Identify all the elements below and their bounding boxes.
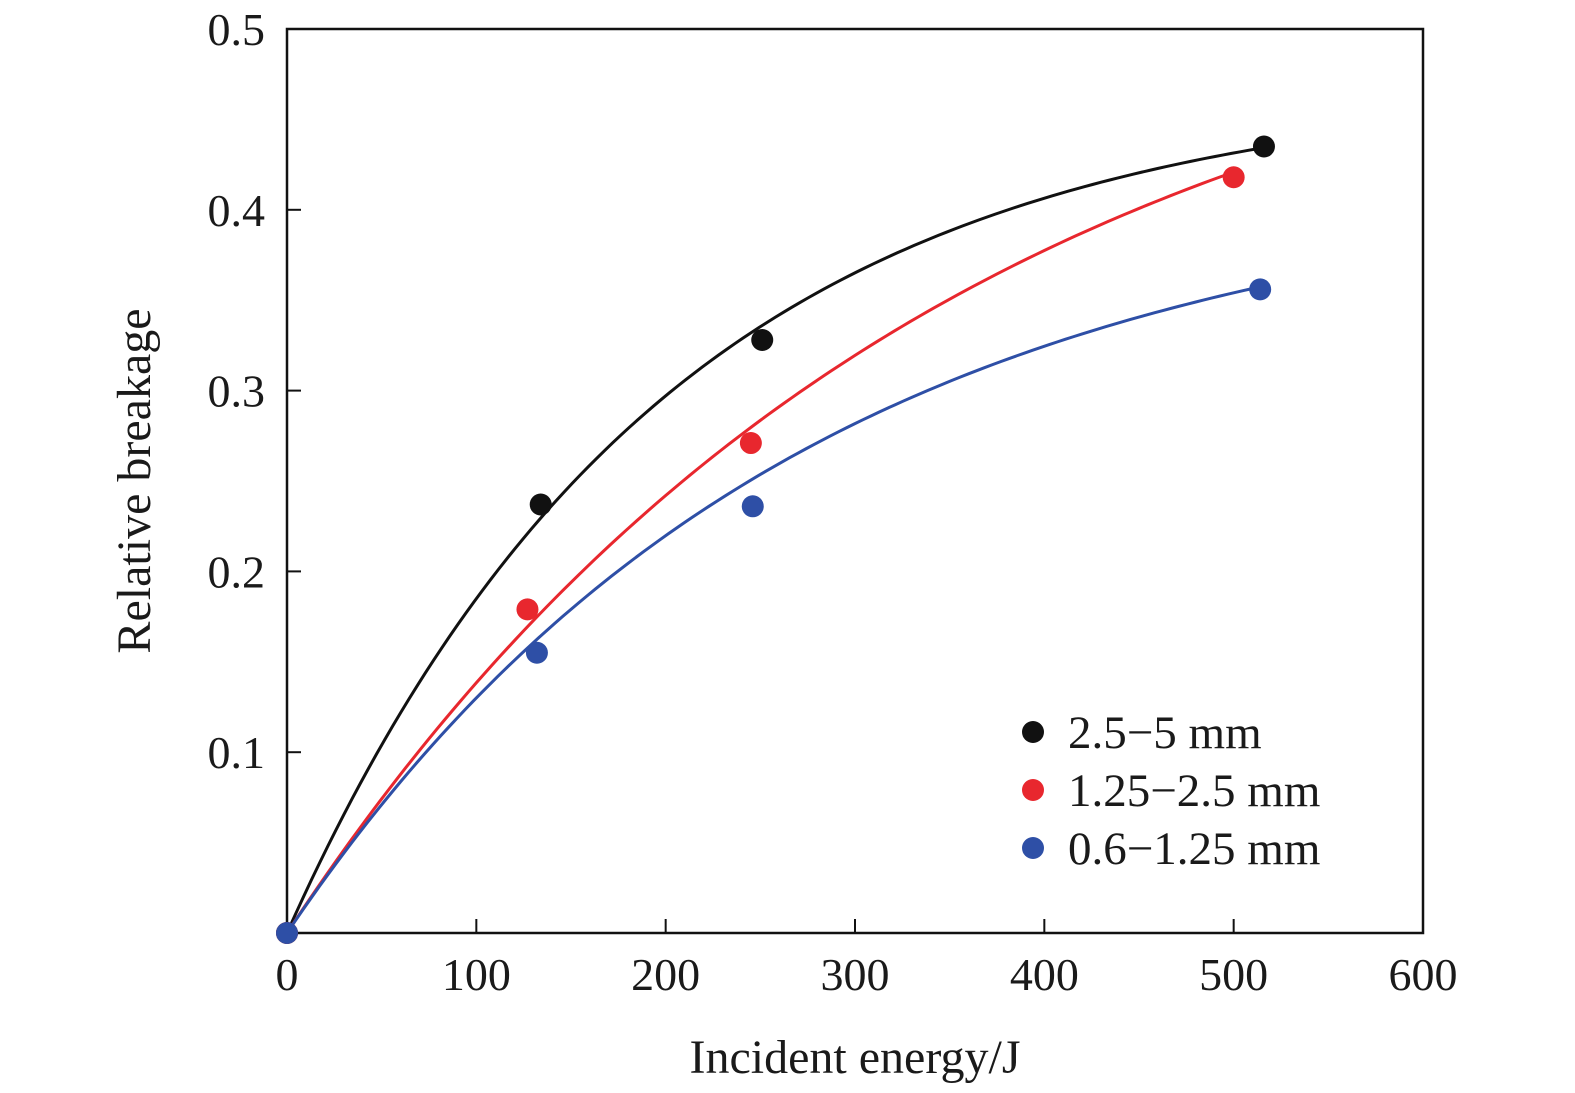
data-point bbox=[525, 641, 548, 664]
legend-marker bbox=[1022, 779, 1044, 801]
y-axis-title: Relative breakage bbox=[108, 308, 161, 653]
legend: 2.5−5 mm 1.25−2.5 mm 0.6−1.25 mm bbox=[1022, 707, 1320, 875]
data-point bbox=[1252, 135, 1275, 158]
legend-label: 1.25−2.5 mm bbox=[1068, 765, 1320, 817]
legend-marker bbox=[1022, 837, 1044, 859]
x-tick-label: 300 bbox=[821, 949, 890, 1000]
fit-curve bbox=[285, 170, 1235, 934]
fit-curve bbox=[285, 146, 1265, 934]
x-tick-label: 400 bbox=[1010, 949, 1079, 1000]
legend-marker bbox=[1022, 721, 1044, 743]
data-point bbox=[516, 598, 539, 621]
fit-curve bbox=[285, 285, 1261, 934]
data-point bbox=[1222, 166, 1245, 189]
data-point bbox=[1249, 278, 1272, 301]
fit-curves-group bbox=[285, 146, 1265, 934]
x-tick-label: 600 bbox=[1389, 949, 1458, 1000]
y-tick-label: 0.2 bbox=[208, 546, 266, 597]
x-tick-label: 500 bbox=[1199, 949, 1268, 1000]
y-tick-label: 0.5 bbox=[208, 4, 266, 55]
data-point bbox=[276, 922, 298, 944]
y-tick-label: 0.1 bbox=[208, 727, 266, 778]
x-tick-label: 0 bbox=[276, 949, 299, 1000]
y-tick-label: 0.3 bbox=[208, 366, 266, 417]
x-tick-label: 200 bbox=[631, 949, 700, 1000]
x-tick-label: 100 bbox=[442, 949, 511, 1000]
axes-group: 0 100 200 300 400 500 600 0.1 0.2 0.3 0.4 0.5 bbox=[208, 4, 1458, 1000]
data-point bbox=[739, 432, 762, 455]
data-points-group bbox=[276, 135, 1275, 944]
data-point bbox=[741, 495, 764, 518]
y-tick-label: 0.4 bbox=[208, 185, 266, 236]
x-axis-title: Incident energy/J bbox=[689, 1031, 1020, 1084]
data-point bbox=[751, 328, 774, 351]
legend-label: 0.6−1.25 mm bbox=[1068, 823, 1320, 875]
legend-label: 2.5−5 mm bbox=[1068, 707, 1262, 759]
data-point bbox=[529, 493, 552, 516]
